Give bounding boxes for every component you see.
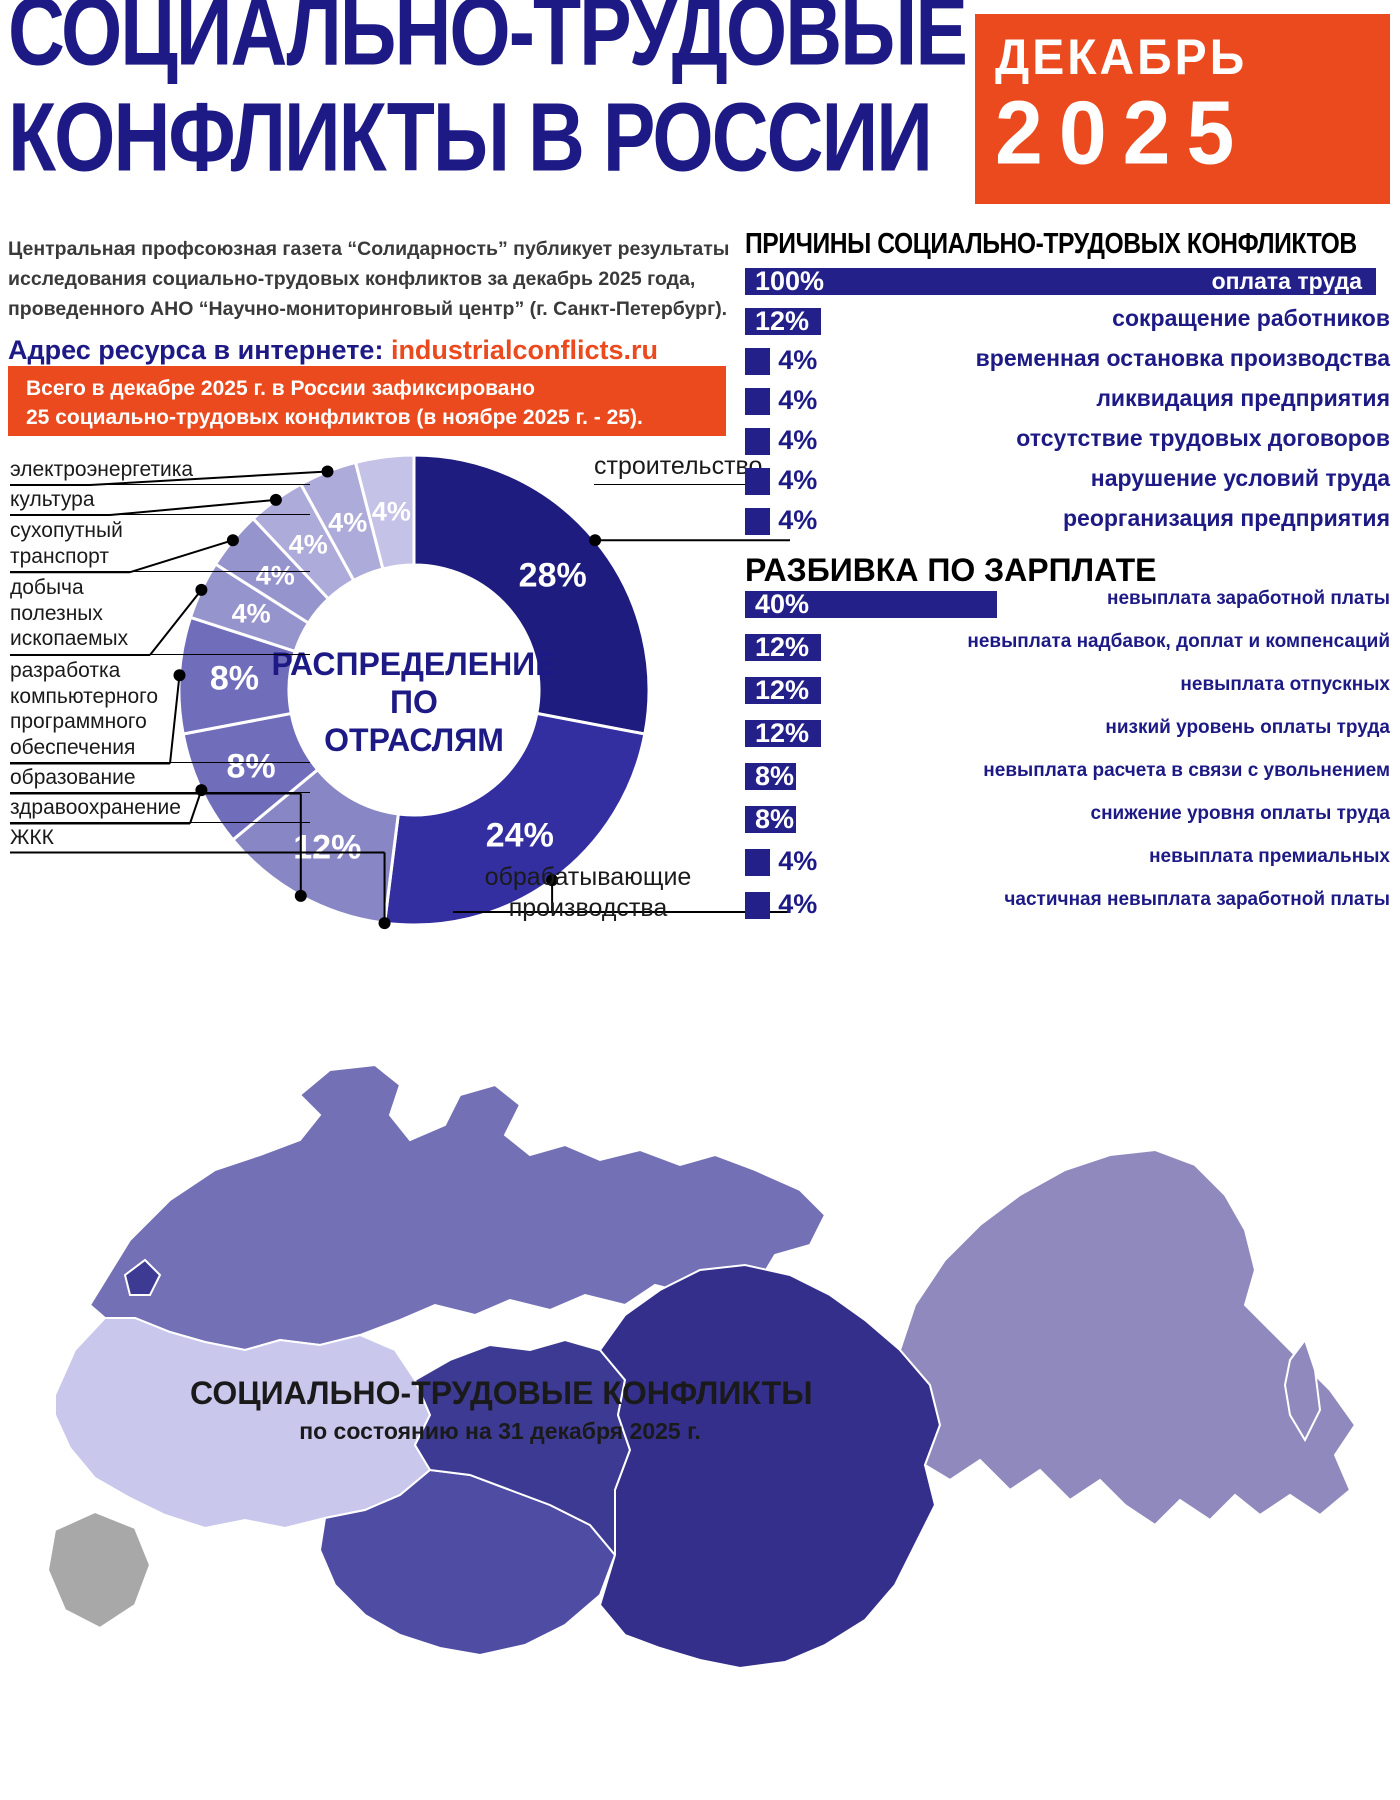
svg-text:28%: 28% — [519, 556, 587, 594]
svg-text:4%: 4% — [372, 496, 411, 526]
svg-text:4%: 4% — [328, 508, 367, 538]
svg-text:РАСПРЕДЕЛЕНИЕ: РАСПРЕДЕЛЕНИЕ — [271, 646, 556, 682]
svg-text:ОТРАСЛЯМ: ОТРАСЛЯМ — [324, 722, 504, 758]
svg-text:ПО: ПО — [390, 684, 438, 720]
svg-text:24%: 24% — [486, 817, 554, 855]
